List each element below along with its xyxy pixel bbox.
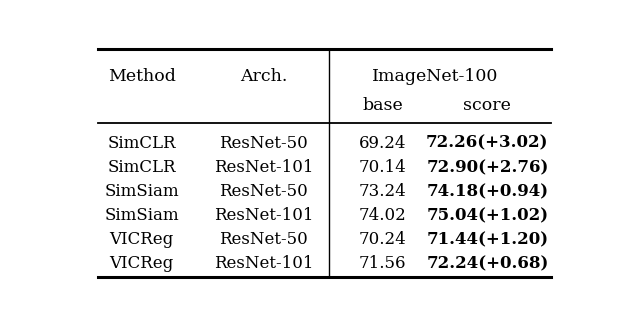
- Text: SimCLR: SimCLR: [107, 159, 176, 176]
- Text: score: score: [463, 97, 511, 114]
- Text: SimCLR: SimCLR: [107, 135, 176, 152]
- Text: 72.26(+3.02): 72.26(+3.02): [426, 135, 549, 152]
- Text: ImageNet-100: ImageNet-100: [372, 68, 498, 85]
- Text: ResNet-101: ResNet-101: [214, 207, 313, 224]
- Text: base: base: [362, 97, 403, 114]
- Text: ResNet-101: ResNet-101: [214, 159, 313, 176]
- Text: 72.24(+0.68): 72.24(+0.68): [426, 255, 548, 272]
- Text: 70.14: 70.14: [359, 159, 406, 176]
- Text: 69.24: 69.24: [359, 135, 406, 152]
- Text: SimSiam: SimSiam: [104, 207, 179, 224]
- Text: VICReg: VICReg: [110, 231, 174, 248]
- Text: ResNet-50: ResNet-50: [219, 135, 308, 152]
- Text: SimSiam: SimSiam: [104, 183, 179, 200]
- Text: ResNet-50: ResNet-50: [219, 183, 308, 200]
- Text: Method: Method: [108, 68, 176, 85]
- Text: ResNet-101: ResNet-101: [214, 255, 313, 272]
- Text: 71.44(+1.20): 71.44(+1.20): [426, 231, 548, 248]
- Text: 74.18(+0.94): 74.18(+0.94): [426, 183, 548, 200]
- Text: 71.56: 71.56: [359, 255, 406, 272]
- Text: Arch.: Arch.: [240, 68, 287, 85]
- Text: 70.24: 70.24: [359, 231, 406, 248]
- Text: 73.24: 73.24: [359, 183, 406, 200]
- Text: ResNet-50: ResNet-50: [219, 231, 308, 248]
- Text: VICReg: VICReg: [110, 255, 174, 272]
- Text: 75.04(+1.02): 75.04(+1.02): [426, 207, 548, 224]
- Text: 74.02: 74.02: [359, 207, 406, 224]
- Text: 72.90(+2.76): 72.90(+2.76): [426, 159, 548, 176]
